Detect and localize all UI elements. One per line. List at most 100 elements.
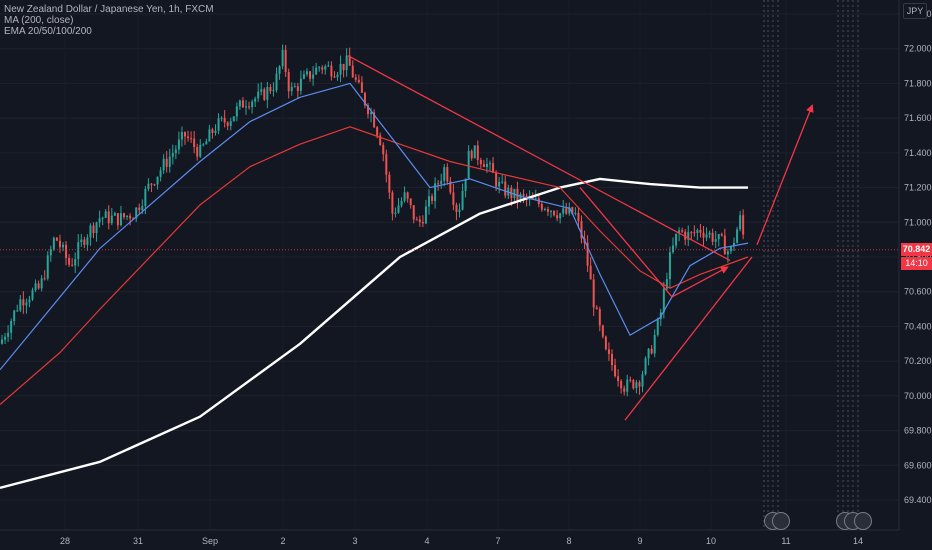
candle-body xyxy=(470,150,473,159)
currency-button[interactable]: JPY xyxy=(903,3,927,19)
candle-body xyxy=(437,183,440,185)
candle-body xyxy=(327,65,330,67)
candle-body xyxy=(31,290,34,300)
candle-body xyxy=(550,210,552,212)
candle-body xyxy=(309,71,312,79)
candle-body xyxy=(678,230,681,234)
ema-indicator-label[interactable]: EMA 20/50/100/200 xyxy=(4,26,92,37)
candle-body xyxy=(690,232,693,234)
candle-body xyxy=(89,225,92,238)
candle-body xyxy=(214,130,217,133)
candle-body xyxy=(409,198,412,206)
candle-body xyxy=(586,242,589,266)
candle-body xyxy=(708,232,711,235)
candle-body xyxy=(232,116,235,122)
candle-body xyxy=(312,74,315,79)
candle-body xyxy=(275,73,278,91)
candle-body xyxy=(681,230,684,232)
candle-body xyxy=(83,239,86,245)
candle-body xyxy=(687,232,690,240)
candle-body xyxy=(400,200,403,206)
candle-body xyxy=(202,144,205,146)
candle-body xyxy=(379,135,382,145)
candle-body xyxy=(388,174,391,193)
candle-body xyxy=(211,129,214,133)
indicator-line xyxy=(0,126,749,405)
candle-body xyxy=(235,106,238,117)
candle-body xyxy=(174,149,177,154)
candle-body xyxy=(315,67,318,75)
x-tick-label: 9 xyxy=(637,536,642,546)
candle-body xyxy=(370,112,373,115)
candle-body xyxy=(620,380,623,389)
candle-body xyxy=(641,374,644,387)
candle-body xyxy=(458,209,461,212)
event-icon[interactable] xyxy=(772,512,790,530)
candle-body xyxy=(10,320,13,333)
candle-body xyxy=(644,358,647,375)
drawn-arrow xyxy=(671,266,729,298)
candle-body xyxy=(339,63,342,75)
candle-body xyxy=(626,379,629,392)
candle-body xyxy=(306,71,308,75)
candle-body xyxy=(376,127,379,136)
candle-body xyxy=(180,132,183,140)
candle-body xyxy=(711,232,714,242)
candle-body xyxy=(531,197,534,200)
candle-body xyxy=(562,208,565,214)
candle-body xyxy=(571,207,574,214)
candle-body xyxy=(281,49,284,67)
symbol-title[interactable]: New Zealand Dollar / Japanese Yen, 1h, F… xyxy=(4,4,214,15)
drawn-arrow xyxy=(756,104,814,246)
candle-body xyxy=(632,379,635,389)
x-tick-label: 3 xyxy=(352,536,357,546)
candle-body xyxy=(19,299,22,311)
y-tick-label: 69.800 xyxy=(904,426,932,436)
y-tick-label: 71.600 xyxy=(904,113,932,123)
x-tick-label: 28 xyxy=(60,536,70,546)
x-tick-label: 11 xyxy=(781,536,790,546)
candle-body xyxy=(299,78,302,91)
candle-body xyxy=(394,212,397,214)
candle-body xyxy=(324,66,327,70)
candle-body xyxy=(98,218,101,223)
candle-body xyxy=(138,207,141,211)
candle-body xyxy=(40,278,43,289)
candle-body xyxy=(129,215,132,219)
candle-body xyxy=(196,146,199,157)
candle-body xyxy=(482,164,485,168)
candle-body xyxy=(95,222,98,234)
candle-body xyxy=(141,206,144,211)
candle-body xyxy=(446,167,449,182)
candle-body xyxy=(406,192,409,199)
candle-body xyxy=(363,92,366,106)
candle-body xyxy=(153,184,156,186)
x-tick-label: 14 xyxy=(853,536,863,546)
candle-body xyxy=(226,122,229,126)
candle-body xyxy=(485,163,488,168)
candle-body xyxy=(248,106,251,108)
event-icon[interactable] xyxy=(854,512,872,530)
candle-body xyxy=(668,252,671,280)
candle-body xyxy=(638,382,641,387)
candle-body xyxy=(333,76,336,78)
countdown-tag: 14:10 xyxy=(901,257,932,270)
candle-body xyxy=(498,182,501,187)
candle-body xyxy=(80,239,83,243)
candle-body xyxy=(147,183,150,189)
candle-body xyxy=(119,213,122,226)
candle-body xyxy=(434,183,437,201)
x-tick-label: 4 xyxy=(424,536,429,546)
candle-body xyxy=(736,229,739,243)
ma-indicator-label[interactable]: MA (200, close) xyxy=(4,15,74,26)
candle-body xyxy=(287,72,290,92)
candle-body xyxy=(284,49,287,73)
candle-body xyxy=(74,259,77,266)
candle-body xyxy=(156,176,159,185)
candle-body xyxy=(516,188,519,200)
last-price-tag: 70.842 xyxy=(901,243,932,256)
candle-body xyxy=(577,212,580,222)
candle-body xyxy=(421,222,424,224)
